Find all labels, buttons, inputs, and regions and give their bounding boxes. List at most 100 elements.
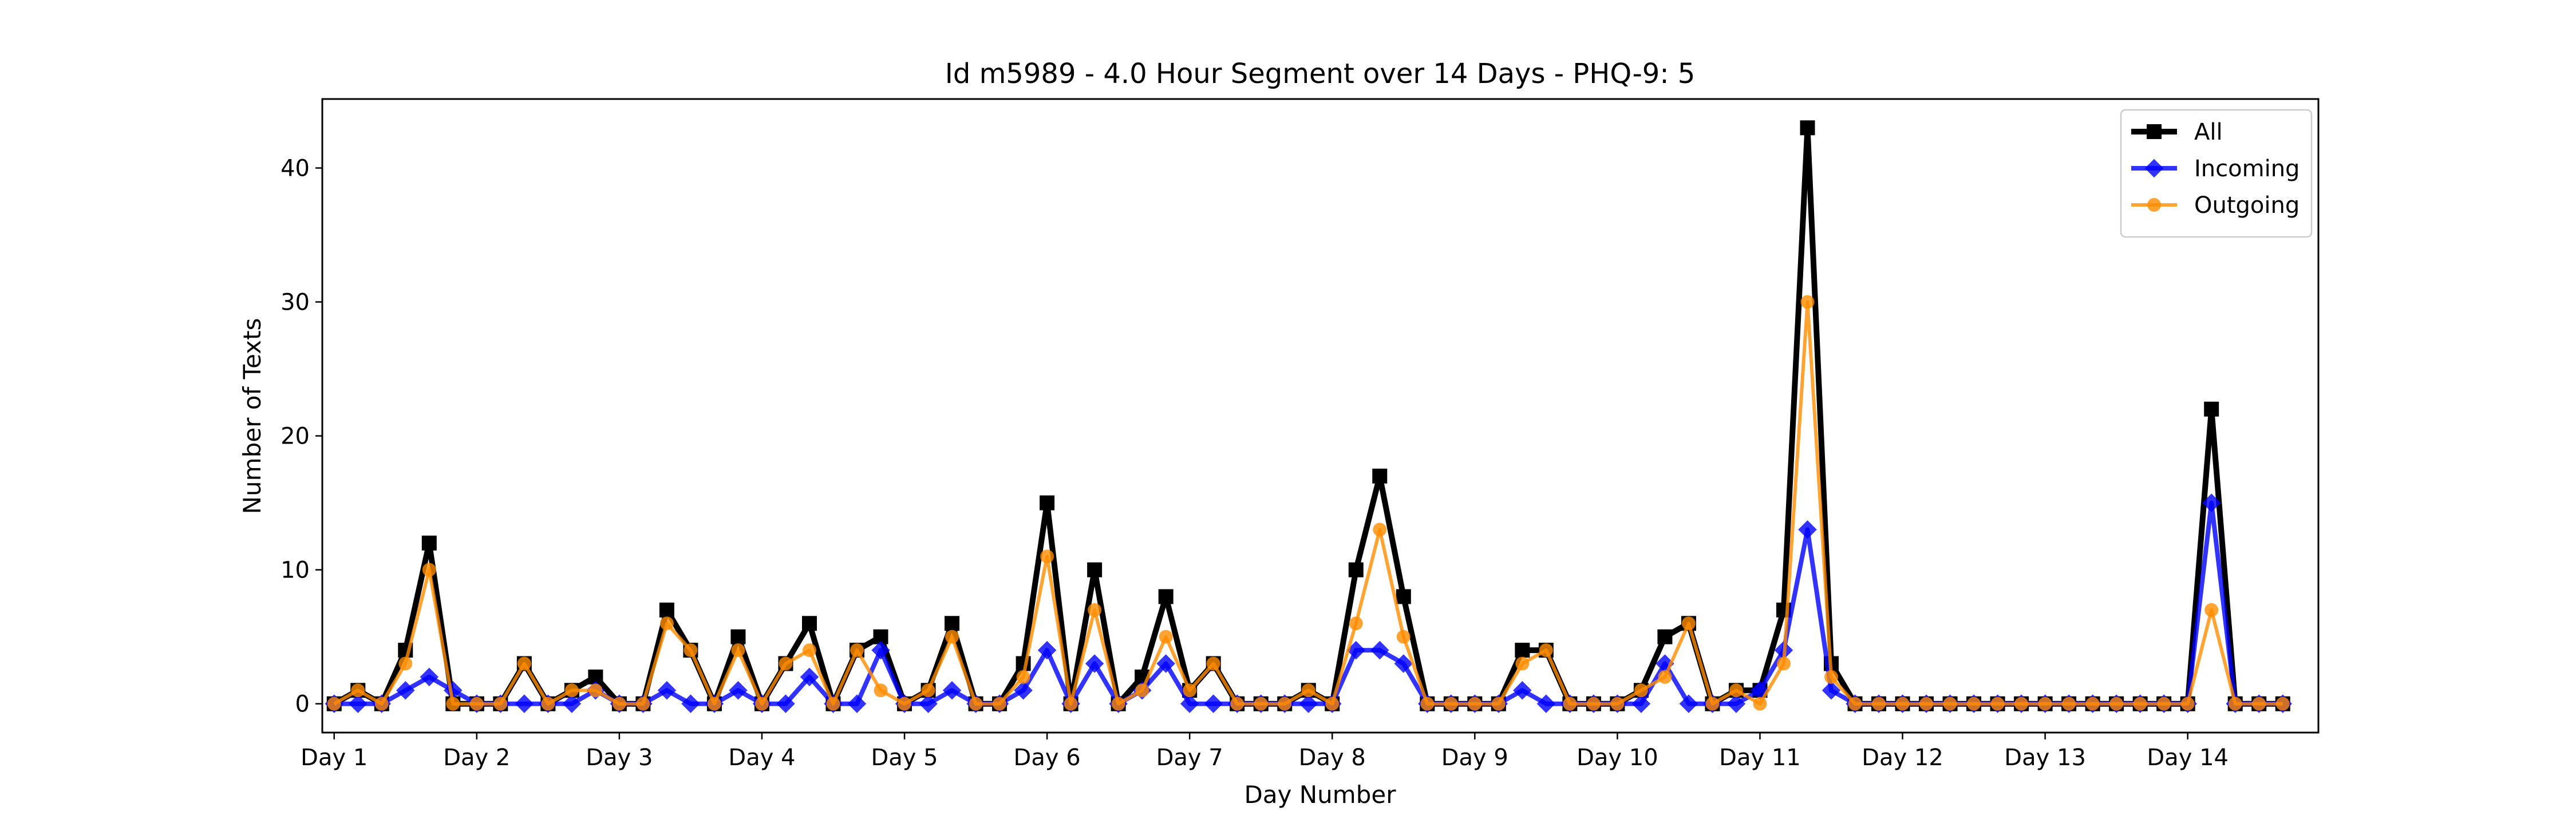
- data-point: [1372, 468, 1388, 484]
- data-point: [1348, 562, 1364, 577]
- data-point: [1444, 697, 1458, 711]
- x-tick-label: Day 7: [1156, 745, 1223, 771]
- data-point: [1536, 694, 1556, 713]
- plot-frame: [321, 98, 2320, 734]
- data-point: [730, 629, 746, 644]
- data-point: [1658, 670, 1672, 684]
- legend-item: Outgoing: [2131, 192, 2300, 219]
- data-point: [1990, 697, 2005, 711]
- data-point: [1800, 120, 1815, 136]
- data-point: [1087, 562, 1103, 577]
- data-point: [729, 681, 748, 700]
- data-point: [1726, 694, 1746, 713]
- data-point: [1135, 683, 1149, 698]
- data-point: [327, 697, 341, 711]
- y-tick-label: 10: [280, 557, 310, 584]
- data-point: [1822, 681, 1841, 700]
- data-point: [1301, 683, 1315, 698]
- y-tick-label: 0: [295, 691, 310, 718]
- data-point: [1657, 629, 1673, 644]
- data-point: [731, 643, 745, 658]
- data-point: [2202, 493, 2221, 512]
- data-point: [1159, 630, 1173, 644]
- data-point: [1396, 630, 1411, 644]
- x-tick-label: Day 11: [1719, 745, 1801, 771]
- data-point: [659, 602, 674, 618]
- series-layer: [325, 120, 2292, 713]
- y-tick-label: 40: [280, 156, 310, 182]
- chart-title: Id m5989 - 4.0 Hour Segment over 14 Days…: [945, 58, 1696, 90]
- x-tick-label: Day 12: [1862, 745, 1943, 771]
- data-point: [420, 667, 439, 687]
- data-point: [707, 697, 721, 711]
- data-point: [1798, 520, 1817, 539]
- data-point: [1183, 683, 1197, 698]
- data-point: [2204, 603, 2219, 617]
- y-axis-label: Number of Texts: [238, 318, 266, 515]
- data-point: [1014, 681, 1033, 700]
- data-point: [1586, 697, 1601, 711]
- data-point: [874, 683, 888, 698]
- data-point: [636, 697, 650, 711]
- data-point: [1634, 683, 1648, 698]
- tick-layer: 0 10 20 30 40 Day 1 Day 2 Day 3 Day 4 Day 5 Day 6 D…: [280, 156, 2229, 771]
- legend-swatch-marker: [2147, 198, 2161, 212]
- data-point: [776, 694, 795, 713]
- data-point: [1204, 694, 1223, 713]
- data-point: [1776, 656, 1791, 671]
- data-point: [1064, 697, 1078, 711]
- data-point: [562, 694, 582, 713]
- x-tick-label: Day 3: [586, 745, 653, 771]
- x-tick-label: Day 2: [443, 745, 510, 771]
- data-point: [446, 697, 460, 711]
- data-point: [2275, 697, 2290, 711]
- data-point: [612, 697, 626, 711]
- data-point: [945, 630, 959, 644]
- data-point: [1943, 697, 1957, 711]
- data-point: [2157, 697, 2171, 711]
- data-point: [1040, 549, 1054, 564]
- data-point: [2038, 697, 2052, 711]
- data-point: [398, 656, 413, 671]
- data-point: [1230, 697, 1244, 711]
- x-tick-label: Day 1: [301, 745, 368, 771]
- data-point: [1681, 616, 1696, 631]
- data-point: [681, 694, 700, 713]
- data-point: [1158, 589, 1174, 604]
- data-point: [1705, 697, 1720, 711]
- x-tick-label: Day 9: [1441, 745, 1508, 771]
- data-point: [2180, 697, 2195, 711]
- y-tick-label: 30: [280, 290, 310, 316]
- data-point: [1037, 640, 1057, 660]
- y-tick-label: 20: [280, 424, 310, 450]
- x-axis-label: Day Number: [1244, 781, 1396, 809]
- data-point: [1088, 603, 1102, 617]
- data-point: [942, 681, 962, 700]
- data-point: [469, 697, 484, 711]
- data-point: [1206, 656, 1220, 671]
- data-point: [1539, 643, 1553, 658]
- data-point: [1800, 295, 1815, 309]
- data-point: [800, 667, 819, 687]
- data-point: [1872, 697, 1886, 711]
- data-point: [517, 656, 531, 671]
- data-point: [1753, 697, 1767, 711]
- data-point: [351, 683, 365, 698]
- data-point: [969, 697, 983, 711]
- x-tick-label: Day 4: [728, 745, 795, 771]
- data-point: [898, 697, 912, 711]
- data-point: [1349, 616, 1363, 631]
- data-point: [1563, 697, 1577, 711]
- data-point: [493, 697, 508, 711]
- series-outgoing: [327, 295, 2290, 711]
- x-tick-label: Day 8: [1299, 745, 1366, 771]
- data-point: [1299, 694, 1318, 713]
- x-tick-label: Day 13: [2004, 745, 2086, 771]
- data-point: [2228, 697, 2242, 711]
- data-point: [1180, 694, 1199, 713]
- data-point: [2085, 697, 2100, 711]
- data-point: [1468, 697, 1482, 711]
- x-tick-label: Day 14: [2147, 745, 2229, 771]
- data-point: [1373, 523, 1387, 537]
- data-point: [847, 694, 867, 713]
